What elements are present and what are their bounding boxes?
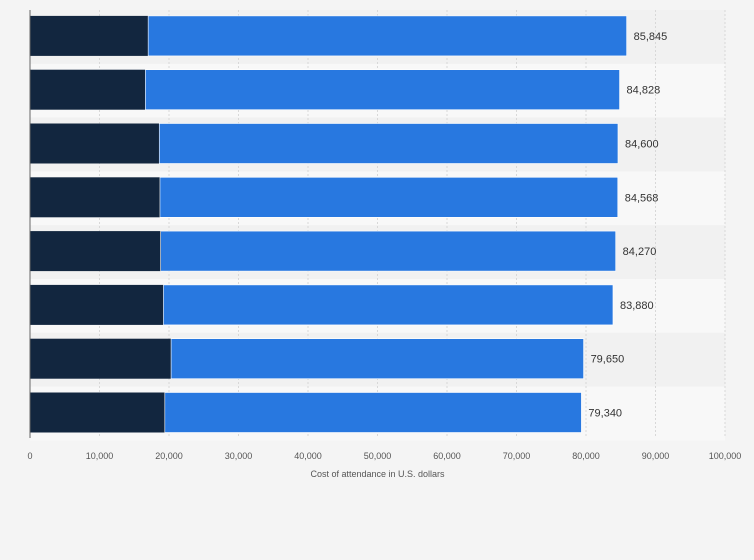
x-tick-label: 10,000 — [86, 451, 114, 461]
bars — [30, 15, 627, 433]
x-tick-label: 80,000 — [572, 451, 600, 461]
total-value-label: 83,880 — [620, 300, 654, 312]
x-axis: 0 10,000 20,000 30,000 40,000 50,000 60,000 70,… — [27, 10, 741, 461]
x-tick-label: 30,000 — [225, 451, 253, 461]
bar-segment-1[interactable] — [30, 15, 149, 56]
bar-segment-1[interactable] — [30, 231, 161, 272]
total-value-label: 79,650 — [591, 354, 625, 366]
total-value-label: 79,340 — [588, 408, 622, 420]
x-tick-label: 70,000 — [503, 451, 531, 461]
x-tick-label: 0 — [27, 451, 32, 461]
x-tick-label: 60,000 — [433, 451, 461, 461]
value-labels: 85,845 84,828 84,600 84,568 84,270 83,880 79,6… — [588, 31, 667, 420]
bar-segment-2[interactable] — [147, 15, 627, 57]
bar-segment-1[interactable] — [30, 69, 146, 110]
bar-segment-1[interactable] — [30, 123, 160, 164]
bar-segment-2[interactable] — [164, 392, 582, 433]
bar-segment-2[interactable] — [160, 230, 616, 272]
total-value-label: 84,600 — [625, 139, 659, 151]
total-value-label: 84,270 — [623, 246, 657, 258]
total-value-label: 84,568 — [625, 192, 659, 204]
bar-segment-2[interactable] — [158, 123, 619, 164]
bar-segment-1[interactable] — [30, 284, 164, 325]
total-value-label: 85,845 — [634, 31, 668, 43]
bar-segment-2[interactable] — [170, 338, 584, 380]
x-tick-label: 100,000 — [709, 451, 742, 461]
bar-segment-2[interactable] — [159, 177, 619, 218]
x-tick-label: 20,000 — [155, 451, 183, 461]
x-axis-title: Cost of attendance in U.S. dollars — [310, 469, 445, 479]
x-tick-label: 50,000 — [364, 451, 392, 461]
bar-segment-2[interactable] — [163, 284, 614, 326]
bar-segment-1[interactable] — [30, 392, 165, 433]
x-tick-label: 40,000 — [294, 451, 322, 461]
bar-segment-1[interactable] — [30, 177, 160, 218]
bar-segment-1[interactable] — [30, 338, 172, 379]
bar-segment-2[interactable] — [145, 69, 620, 110]
x-tick-label: 90,000 — [642, 451, 670, 461]
total-value-label: 84,828 — [627, 85, 661, 97]
